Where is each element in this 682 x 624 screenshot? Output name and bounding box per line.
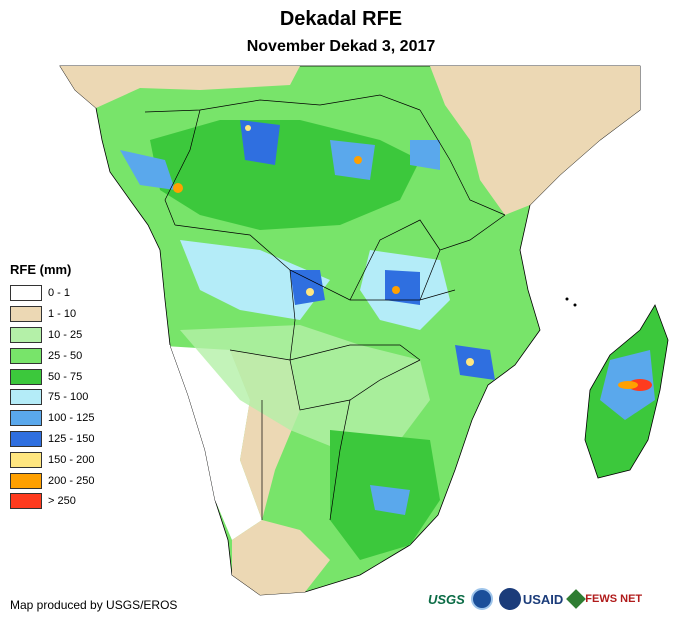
fews-mark-icon: [566, 589, 587, 609]
legend-title: RFE (mm): [10, 262, 72, 277]
legend-swatch: [10, 285, 42, 302]
namibia-dry: [148, 345, 262, 540]
noaa-logo: [470, 588, 493, 610]
legend-item: 200 - 250: [10, 470, 94, 491]
legend-swatch: [10, 326, 42, 343]
legend-label: 25 - 50: [48, 349, 83, 362]
map-title: Dekadal RFE: [279, 8, 403, 30]
logos: USGS USAID FEWS NET: [428, 584, 642, 614]
light-green-band: [180, 325, 430, 450]
heavy-spot-1: [173, 183, 183, 193]
legend-label: 200 - 250: [48, 474, 95, 487]
legend-swatch: [10, 347, 42, 364]
usaid-logo: USAID: [498, 588, 564, 610]
map-subtitle: November Dekad 3, 2017: [246, 38, 436, 55]
heavy-spot-2: [354, 156, 362, 164]
usgs-logo-text: USGS: [428, 591, 465, 607]
legend-item: 10 - 25: [10, 325, 94, 346]
blue-patch-1: [120, 150, 175, 190]
heavy-spot-3: [306, 288, 314, 296]
legend-item: 25 - 50: [10, 345, 94, 366]
legend-item: 50 - 75: [10, 366, 94, 387]
legend-label: 100 - 125: [48, 412, 95, 425]
sa-blue-patch: [370, 485, 410, 515]
legend-item: 125 - 150: [10, 429, 94, 450]
legend-item: 100 - 125: [10, 408, 94, 429]
legend-item: 0 - 1: [10, 283, 94, 304]
dry-north: [60, 66, 300, 108]
sw-coast-dry: [232, 520, 330, 595]
heavy-spot-5: [245, 125, 251, 131]
credit: Map produced by USGS/EROS: [10, 598, 178, 612]
heavy-spot-6: [466, 358, 474, 366]
legend-item: 1 - 10: [10, 304, 94, 325]
legend-swatch: [10, 368, 42, 385]
legend-label: 0 - 1: [48, 287, 71, 300]
heavy-spot-4: [392, 286, 400, 294]
usaid-seal-icon: [498, 588, 521, 610]
madagascar-moderate: [618, 381, 638, 389]
legend-label: 50 - 75: [48, 370, 83, 383]
blue-patch-3: [330, 140, 375, 180]
island-2: [573, 303, 577, 307]
legend-label: 75 - 100: [48, 391, 89, 404]
legend-label: 1 - 10: [48, 308, 77, 321]
legend-swatch: [10, 430, 42, 447]
legend-label: > 250: [48, 495, 76, 508]
legend-swatch: [10, 472, 42, 489]
legend-item: > 250: [10, 491, 94, 512]
legend-swatch: [10, 389, 42, 406]
usaid-logo-text: USAID: [522, 591, 564, 607]
blue-patch-2: [240, 120, 280, 165]
legend-swatch: [10, 451, 42, 468]
legend-label: 10 - 25: [48, 328, 83, 341]
country-borders: [144, 94, 506, 521]
light-blue-patches: [180, 240, 330, 320]
legend-label: 125 - 150: [48, 432, 95, 445]
fews-logo: FEWS NET: [566, 589, 643, 609]
legend-item: 150 - 200: [10, 449, 94, 470]
legend-swatch: [10, 410, 42, 427]
legend-item: 75 - 100: [10, 387, 94, 408]
fews-logo-text: FEWS NET: [585, 593, 643, 605]
legend-swatch: [10, 306, 42, 323]
dry-horn: [430, 66, 640, 215]
blue-patch-5: [385, 270, 420, 305]
legend-swatch: [10, 493, 42, 510]
island-1: [565, 297, 569, 301]
blue-patch-7: [410, 140, 440, 170]
blue-patch-6: [455, 345, 495, 380]
usgs-logo: USGS: [428, 592, 465, 607]
legend-label: 150 - 200: [48, 453, 95, 466]
legend: RFE (mm) 0 - 1 1 - 10 10 - 25 25 - 50 50 - 7…: [10, 262, 94, 512]
blue-patch-4: [290, 270, 325, 305]
